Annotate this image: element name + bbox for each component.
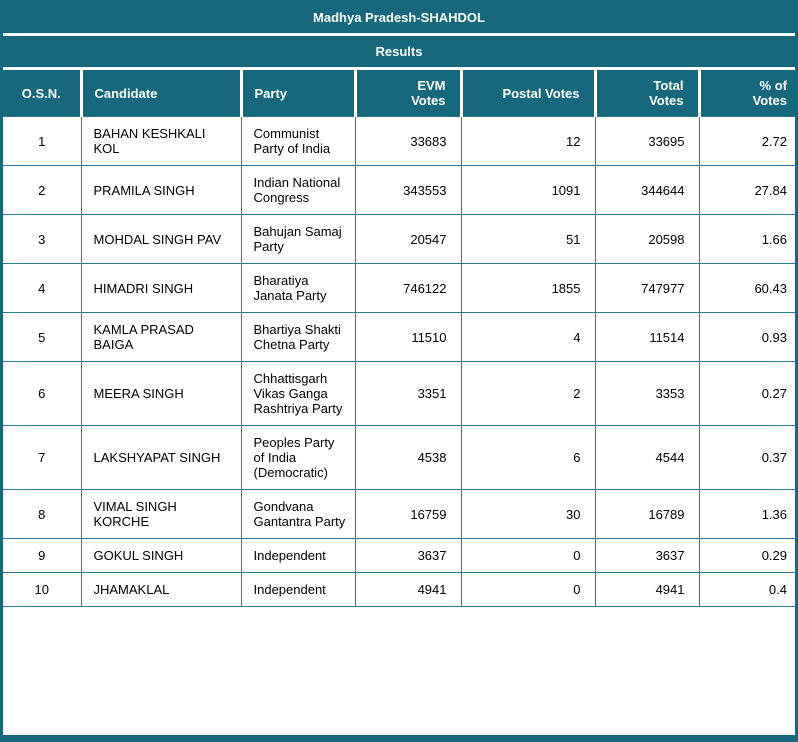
- evm-votes-cell: 4538: [354, 425, 462, 490]
- osn-cell: 10: [3, 572, 82, 607]
- evm-votes-cell: 746122: [354, 263, 462, 313]
- postal-votes-cell: 51: [460, 214, 596, 264]
- total-votes-cell: 4941: [594, 572, 700, 607]
- candidate-cell: VIMAL SINGH KORCHE: [80, 489, 242, 539]
- candidate-cell: PRAMILA SINGH: [80, 165, 242, 215]
- evm-votes-cell: 11510: [354, 312, 462, 362]
- candidate-cell: HIMADRI SINGH: [80, 263, 242, 313]
- osn-cell: 2: [3, 165, 82, 215]
- candidate-cell: GOKUL SINGH: [80, 538, 242, 573]
- candidate-cell: KAMLA PRASAD BAIGA: [80, 312, 242, 362]
- table-row: 10 JHAMAKLAL Independent 4941 0 4941 0.4: [3, 572, 795, 607]
- results-section-label: Results: [3, 36, 795, 67]
- table-row: 8 VIMAL SINGH KORCHE Gondvana Gantantra …: [3, 489, 795, 539]
- percent-votes-cell: 0.29: [698, 538, 795, 573]
- percent-votes-cell: 0.4: [698, 572, 795, 607]
- evm-votes-cell: 343553: [354, 165, 462, 215]
- candidate-cell: JHAMAKLAL: [80, 572, 242, 607]
- postal-votes-cell: 2: [460, 361, 596, 426]
- evm-votes-header: EVM Votes: [353, 70, 461, 117]
- postal-votes-cell: 0: [460, 538, 596, 573]
- total-votes-cell: 11514: [594, 312, 700, 362]
- postal-votes-cell: 12: [460, 116, 596, 166]
- postal-votes-cell: 1091: [460, 165, 596, 215]
- evm-votes-cell: 4941: [354, 572, 462, 607]
- total-votes-cell: 20598: [594, 214, 700, 264]
- evm-votes-cell: 33683: [354, 116, 462, 166]
- percent-votes-cell: 27.84: [698, 165, 795, 215]
- candidate-header: Candidate: [79, 70, 241, 117]
- party-cell: Communist Party of India: [240, 116, 356, 166]
- total-votes-cell: 4544: [594, 425, 700, 490]
- osn-cell: 7: [3, 425, 82, 490]
- percent-votes-cell: 0.93: [698, 312, 795, 362]
- table-header-row: O.S.N. Candidate Party EVM Votes Postal …: [3, 70, 795, 117]
- table-row: 1 BAHAN KESHKALI KOL Communist Party of …: [3, 116, 795, 166]
- table-row: 9 GOKUL SINGH Independent 3637 0 3637 0.…: [3, 538, 795, 573]
- osn-cell: 3: [3, 214, 82, 264]
- osn-cell: 9: [3, 538, 82, 573]
- party-cell: Peoples Party of India (Democratic): [240, 425, 356, 490]
- osn-cell: 6: [3, 361, 82, 426]
- postal-votes-cell: 0: [460, 572, 596, 607]
- evm-votes-cell: 3637: [354, 538, 462, 573]
- candidate-cell: LAKSHYAPAT SINGH: [80, 425, 242, 490]
- candidate-cell: MOHDAL SINGH PAV: [80, 214, 242, 264]
- postal-votes-cell: 4: [460, 312, 596, 362]
- table-row: 3 MOHDAL SINGH PAV Bahujan Samaj Party 2…: [3, 214, 795, 264]
- table-row: 2 PRAMILA SINGH Indian National Congress…: [3, 165, 795, 215]
- percent-votes-cell: 2.72: [698, 116, 795, 166]
- table-row: 7 LAKSHYAPAT SINGH Peoples Party of Indi…: [3, 425, 795, 490]
- evm-votes-cell: 3351: [354, 361, 462, 426]
- total-votes-header: Total Votes: [593, 70, 699, 117]
- total-votes-cell: 3637: [594, 538, 700, 573]
- osn-cell: 8: [3, 489, 82, 539]
- table-row: 5 KAMLA PRASAD BAIGA Bhartiya Shakti Che…: [3, 312, 795, 362]
- postal-votes-cell: 1855: [460, 263, 596, 313]
- percent-votes-cell: 60.43: [698, 263, 795, 313]
- percent-votes-cell: 0.37: [698, 425, 795, 490]
- postal-votes-header: Postal Votes: [459, 70, 595, 117]
- party-cell: Bhartiya Shakti Chetna Party: [240, 312, 356, 362]
- total-votes-cell: 33695: [594, 116, 700, 166]
- constituency-title-bar: Madhya Pradesh-SHAHDOL: [3, 2, 795, 33]
- total-votes-cell: 747977: [594, 263, 700, 313]
- table-row: 6 MEERA SINGH Chhattisgarh Vikas Ganga R…: [3, 361, 795, 426]
- party-cell: Independent: [240, 572, 356, 607]
- candidate-cell: BAHAN KESHKALI KOL: [80, 116, 242, 166]
- party-cell: Bahujan Samaj Party: [240, 214, 356, 264]
- percent-votes-cell: 1.66: [698, 214, 795, 264]
- total-votes-cell: 3353: [594, 361, 700, 426]
- percent-votes-header: % of Votes: [697, 70, 795, 117]
- total-votes-cell: 16789: [594, 489, 700, 539]
- candidate-cell: MEERA SINGH: [80, 361, 242, 426]
- osn-cell: 1: [3, 116, 82, 166]
- table-row: 4 HIMADRI SINGH Bharatiya Janata Party 7…: [3, 263, 795, 313]
- party-cell: Independent: [240, 538, 356, 573]
- party-cell: Bharatiya Janata Party: [240, 263, 356, 313]
- evm-votes-cell: 20547: [354, 214, 462, 264]
- postal-votes-cell: 30: [460, 489, 596, 539]
- party-cell: Indian National Congress: [240, 165, 356, 215]
- party-header: Party: [239, 70, 355, 117]
- party-cell: Chhattisgarh Vikas Ganga Rashtriya Party: [240, 361, 356, 426]
- party-cell: Gondvana Gantantra Party: [240, 489, 356, 539]
- election-results-table: O.S.N. Candidate Party EVM Votes Postal …: [3, 70, 795, 607]
- postal-votes-cell: 6: [460, 425, 596, 490]
- osn-cell: 5: [3, 312, 82, 362]
- evm-votes-cell: 16759: [354, 489, 462, 539]
- total-votes-cell: 344644: [594, 165, 700, 215]
- percent-votes-cell: 1.36: [698, 489, 795, 539]
- osn-header: O.S.N.: [3, 70, 81, 117]
- osn-cell: 4: [3, 263, 82, 313]
- percent-votes-cell: 0.27: [698, 361, 795, 426]
